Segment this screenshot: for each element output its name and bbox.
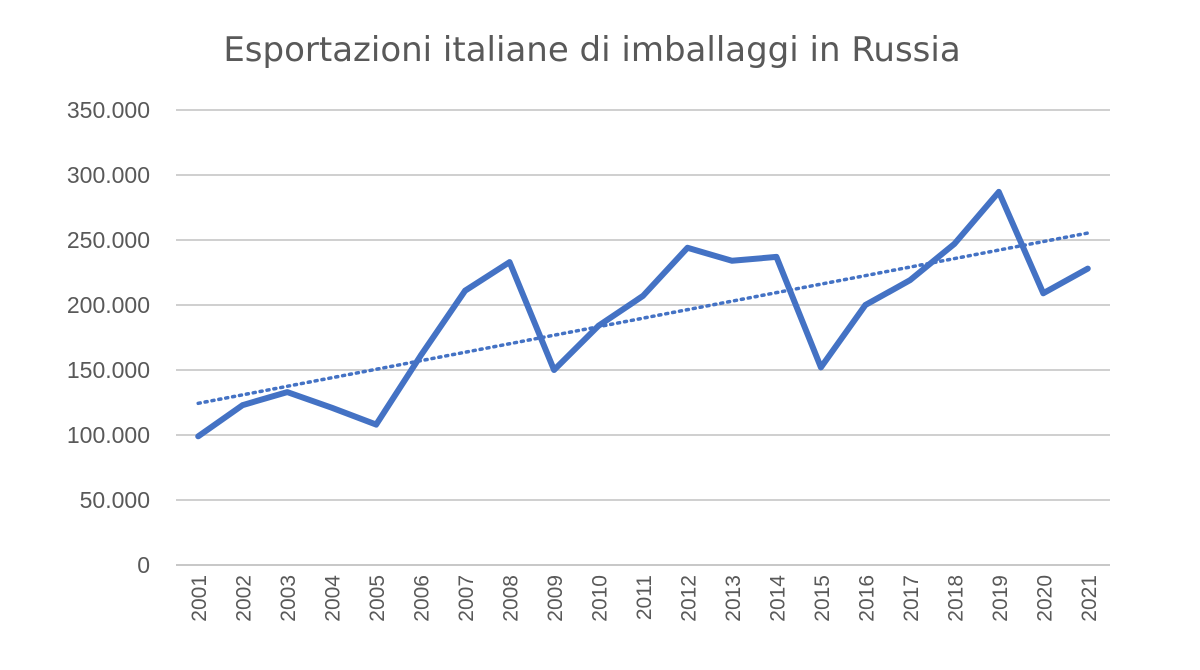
x-axis-ticks: 2001 2002 2003 2004 2005 2006 2007 2008 2009 2010…: [188, 575, 1101, 622]
x-tick-label: 2001: [188, 575, 211, 622]
trendline-group: [196, 231, 1090, 406]
x-tick-label: 2003: [277, 575, 300, 622]
series-group: [195, 188, 1091, 440]
x-tick-label: 2006: [411, 575, 434, 622]
y-tick-label: 150.000: [67, 357, 150, 383]
x-tick-label: 2005: [366, 575, 389, 622]
y-tick-label: 50.000: [80, 487, 150, 513]
x-tick-label: 2012: [677, 575, 700, 622]
gridlines: [176, 109, 1110, 566]
x-tick-label: 2014: [766, 575, 789, 622]
y-tick-label: 250.000: [67, 227, 150, 253]
x-tick-label: 2002: [233, 575, 256, 622]
x-tick-label: 2021: [1078, 575, 1101, 622]
x-tick-label: 2018: [944, 575, 967, 622]
x-tick-label: 2015: [811, 575, 834, 622]
x-tick-label: 2017: [900, 575, 923, 622]
y-tick-label: 350.000: [67, 97, 150, 123]
y-axis-ticks: 0 50.000 100.000 150.000 200.000 250.000 300.0…: [67, 97, 150, 578]
x-tick-label: 2009: [544, 575, 567, 622]
trendline: [196, 231, 1090, 406]
x-tick-label: 2013: [722, 575, 745, 622]
x-tick-label: 2011: [633, 575, 656, 620]
x-tick-label: 2004: [322, 575, 345, 622]
y-tick-label: 300.000: [67, 162, 150, 188]
series-line: [195, 188, 1091, 440]
x-tick-label: 2016: [855, 575, 878, 622]
x-tick-label: 2008: [500, 575, 523, 622]
chart-title: Esportazioni italiane di imballaggi in R…: [223, 30, 960, 70]
x-tick-label: 2010: [589, 575, 612, 622]
x-tick-label: 2007: [455, 575, 478, 622]
y-tick-label: 100.000: [67, 422, 150, 448]
y-tick-label: 0: [137, 552, 150, 578]
y-tick-label: 200.000: [67, 292, 150, 318]
x-tick-label: 2020: [1033, 575, 1056, 622]
x-tick-label: 2019: [989, 575, 1012, 622]
